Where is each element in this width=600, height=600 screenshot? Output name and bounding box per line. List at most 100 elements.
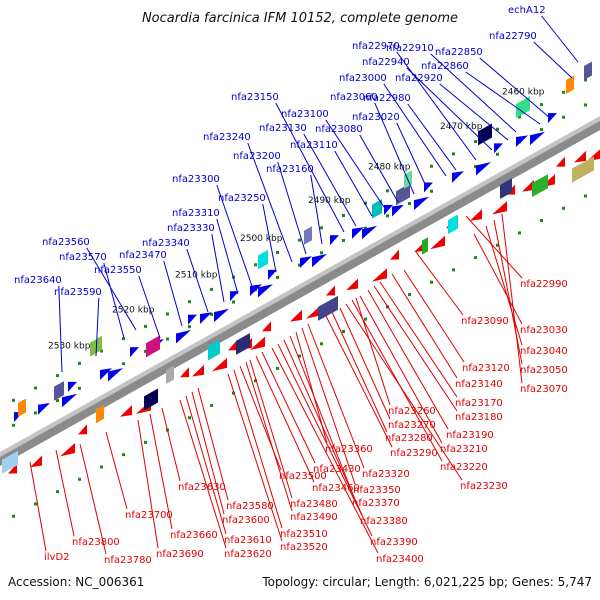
reverse-gene-label: nfa23140 (455, 379, 503, 390)
feature-block (166, 365, 174, 385)
reverse-gene (228, 340, 237, 351)
forward-label-leader (303, 133, 357, 227)
feature-block (146, 335, 160, 358)
feature-block (18, 398, 26, 417)
forward-gene-label: nfa22980 (363, 93, 411, 104)
map-title: Nocardia farcinica IFM 10152, complete g… (142, 11, 458, 26)
scale-tick (188, 325, 191, 329)
forward-gene-label: nfa23160 (266, 164, 314, 175)
forward-label-leader (383, 83, 447, 177)
scale-tick (78, 386, 81, 390)
forward-gene-label: nfa23470 (119, 250, 167, 261)
reverse-label-leader (473, 233, 523, 325)
reverse-label-leader (271, 347, 379, 554)
reverse-label-leader (191, 391, 225, 515)
reverse-label-leader (345, 303, 463, 481)
reverse-gene (556, 156, 565, 167)
forward-gene (392, 204, 404, 217)
forward-label-leader (277, 161, 307, 255)
scale-tick (254, 263, 257, 267)
scale-tick (452, 152, 455, 156)
forward-label-leader (396, 51, 477, 161)
forward-gene-label: nfa23330 (167, 223, 215, 234)
scale-tick (210, 403, 213, 407)
forward-gene (214, 308, 229, 323)
reverse-gene (192, 364, 204, 377)
scale-tick (122, 337, 125, 341)
forward-label-leader (406, 67, 493, 151)
scale-tick (320, 226, 323, 230)
reverse-label-leader (161, 407, 181, 482)
scale-tick (474, 140, 477, 144)
reverse-label-leader (261, 351, 316, 464)
reverse-gene (120, 405, 132, 417)
reverse-label-leader (245, 361, 293, 512)
forward-label-leader (163, 260, 183, 327)
forward-gene (100, 368, 112, 380)
reverse-gene-label: nfa23090 (461, 316, 509, 327)
reverse-label-leader (367, 289, 449, 430)
forward-gene (330, 235, 339, 246)
feature-block (396, 183, 410, 206)
forward-gene-label: nfa23590 (54, 287, 102, 298)
reverse-label-leader (325, 315, 393, 448)
scale-tick (364, 317, 367, 321)
forward-gene-label: nfa23240 (203, 132, 251, 143)
scale-tick (540, 103, 543, 107)
forward-label-leader (479, 57, 551, 119)
scale-tick (166, 337, 169, 341)
reverse-gene-label: nfa23380 (360, 516, 408, 527)
scale-tick (188, 300, 191, 304)
reverse-gene (574, 150, 586, 163)
forward-gene-label: nfa23550 (94, 265, 142, 276)
forward-gene (452, 171, 464, 183)
scale-tick (562, 115, 565, 119)
scale-label: 2500 kbp (240, 234, 283, 244)
reverse-gene-label: nfa23580 (226, 501, 274, 512)
scale-tick (78, 361, 81, 365)
forward-gene (384, 204, 393, 215)
reverse-label-leader (149, 413, 173, 530)
scale-tick (144, 349, 147, 353)
forward-label-leader (465, 71, 541, 125)
reverse-gene (470, 209, 482, 221)
reverse-gene-label: nfa23500 (279, 471, 327, 482)
scale-tick (12, 514, 15, 518)
forward-gene (548, 113, 557, 124)
forward-label-leader (374, 102, 415, 195)
reverse-gene-label: nfa23480 (290, 499, 338, 510)
scale-label: 2490 kbp (308, 196, 351, 206)
forward-gene (14, 412, 23, 423)
reverse-label-leader (415, 251, 464, 316)
reverse-gene-label: nfa23260 (388, 406, 436, 417)
feature-block (208, 339, 220, 361)
feature-block (96, 404, 104, 424)
feature-block (372, 199, 382, 219)
scale-label: 2480 kbp (368, 162, 411, 172)
forward-gene-label: nfa22790 (489, 31, 537, 42)
reverse-gene (390, 249, 399, 260)
reverse-label-leader (501, 213, 523, 384)
scale-tick (254, 379, 257, 383)
forward-gene-label: nfa23570 (59, 252, 107, 263)
scale-tick (232, 391, 235, 395)
forward-gene-label: nfa22920 (395, 73, 443, 84)
forward-gene-label: nfa23310 (172, 208, 220, 219)
forward-label-leader (430, 53, 517, 133)
forward-label-leader (439, 83, 509, 141)
reverse-label-leader (355, 297, 391, 406)
reverse-gene-label: nfa23040 (520, 346, 568, 357)
reverse-gene-label: nfa23460 (312, 483, 360, 494)
scale-tick (540, 128, 543, 132)
reverse-gene (326, 285, 335, 296)
reverse-gene-label: nfa22990 (520, 279, 568, 290)
scale-tick (232, 300, 235, 304)
reverse-gene (430, 235, 445, 250)
reverse-label-leader (403, 269, 465, 363)
forward-gene (230, 291, 239, 302)
scale-tick (56, 399, 59, 403)
reverse-gene-label: nfa23230 (460, 481, 508, 492)
reverse-gene-label: nfa23800 (72, 537, 120, 548)
forward-gene-label: nfa23000 (339, 73, 387, 84)
forward-label-leader (533, 41, 573, 79)
